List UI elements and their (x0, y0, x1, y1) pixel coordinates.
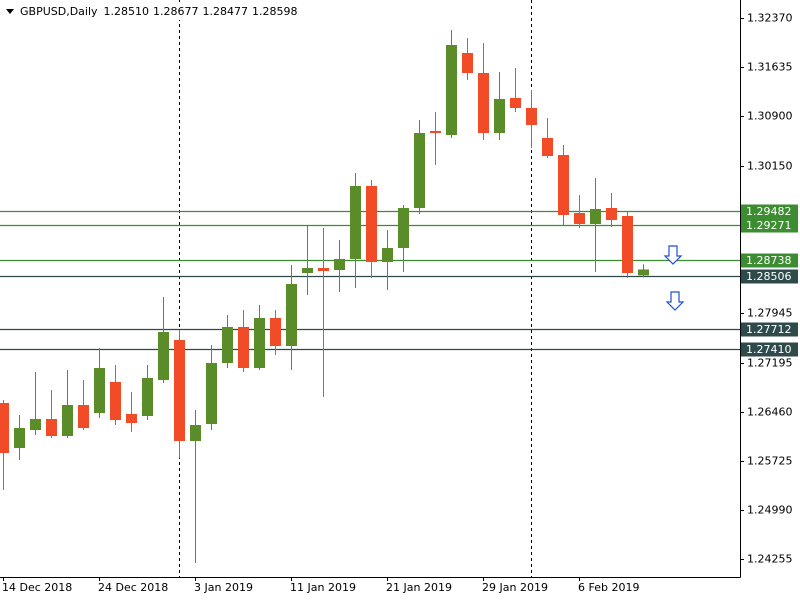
candle-body (206, 363, 217, 424)
level-label: 1.27410 (746, 343, 792, 356)
level-label-bg (741, 218, 798, 233)
low-value: 1.28477 (203, 5, 249, 18)
candle-body (638, 269, 649, 276)
symbol: GBPUSD,Daily (20, 5, 98, 18)
candle-body (222, 327, 233, 363)
down-arrow (665, 291, 685, 311)
candle-body (430, 131, 441, 133)
x-tick-label: 6 Feb 2019 (578, 581, 639, 594)
candle-body (574, 213, 585, 224)
y-tick-label: 1.27195 (747, 357, 793, 370)
x-tick-label: 3 Jan 2019 (194, 581, 253, 594)
candle-body (286, 284, 297, 346)
x-tick-label: 21 Jan 2019 (386, 581, 452, 594)
level-label-bg (741, 342, 798, 357)
header: GBPUSD,Daily 1.28510 1.28677 1.28477 1.28598 (20, 5, 298, 18)
level-label-bg (741, 322, 798, 337)
y-tick-label: 1.25725 (747, 455, 793, 468)
level-label: 1.27712 (746, 323, 792, 336)
candle-body (446, 45, 457, 135)
candle-body (366, 186, 377, 262)
level-label-bg (741, 269, 798, 284)
level-label: 1.29271 (746, 219, 792, 232)
y-tick-label: 1.24990 (747, 504, 793, 517)
candle-body (542, 138, 553, 156)
candle-body (62, 405, 73, 436)
candle-body (270, 318, 281, 346)
level-label: 1.29482 (746, 205, 792, 218)
level-label-bg (741, 253, 798, 268)
level-label-bg (741, 204, 798, 219)
candle-body (558, 155, 569, 215)
candle-body (526, 108, 537, 125)
candle-body (510, 98, 521, 108)
x-tick-label: 24 Dec 2018 (98, 581, 168, 594)
y-tick-label: 1.32370 (747, 12, 793, 25)
candle-body (0, 403, 9, 453)
candle-body (142, 378, 153, 416)
close-value: 1.28598 (252, 5, 298, 18)
candle-body (190, 425, 201, 441)
high-value: 1.28677 (153, 5, 199, 18)
candle-body (158, 332, 169, 380)
x-tick-label: 14 Dec 2018 (2, 581, 72, 594)
y-tick-label: 1.30150 (747, 160, 793, 173)
y-tick-label: 1.27945 (747, 307, 793, 320)
level-label: 1.28506 (746, 270, 792, 283)
y-tick-label: 1.26460 (747, 406, 793, 419)
candle-body (238, 327, 249, 368)
candle-body (318, 268, 329, 271)
candle-body (78, 405, 89, 428)
x-tick-label: 11 Jan 2019 (290, 581, 356, 594)
candle-body (590, 209, 601, 224)
candle-body (14, 428, 25, 448)
candle-body (302, 268, 313, 273)
candle-body (254, 318, 265, 368)
candle-body (462, 53, 473, 73)
candle-body (622, 216, 633, 273)
candle-body (606, 208, 617, 220)
level-label: 1.28738 (746, 254, 792, 267)
candle-body (494, 99, 505, 133)
open-value: 1.28510 (104, 5, 150, 18)
y-tick-label: 1.31635 (747, 61, 793, 74)
x-tick-label: 29 Jan 2019 (482, 581, 548, 594)
candle-body (398, 208, 409, 248)
candle-body (94, 368, 105, 413)
down-arrow (663, 245, 683, 265)
y-tick-label: 1.24255 (747, 553, 793, 566)
candle-body (334, 259, 345, 270)
y-tick-label: 1.30900 (747, 110, 793, 123)
header-triangle (6, 9, 14, 14)
candle-body (30, 419, 41, 430)
candle-body (174, 340, 185, 441)
candle-body (478, 73, 489, 133)
candle-body (382, 248, 393, 262)
header-bg (0, 2, 400, 20)
candle-body (46, 419, 57, 436)
candle-body (414, 133, 425, 208)
candle-body (126, 414, 137, 423)
candle-body (350, 186, 361, 259)
candle-body (110, 382, 121, 420)
